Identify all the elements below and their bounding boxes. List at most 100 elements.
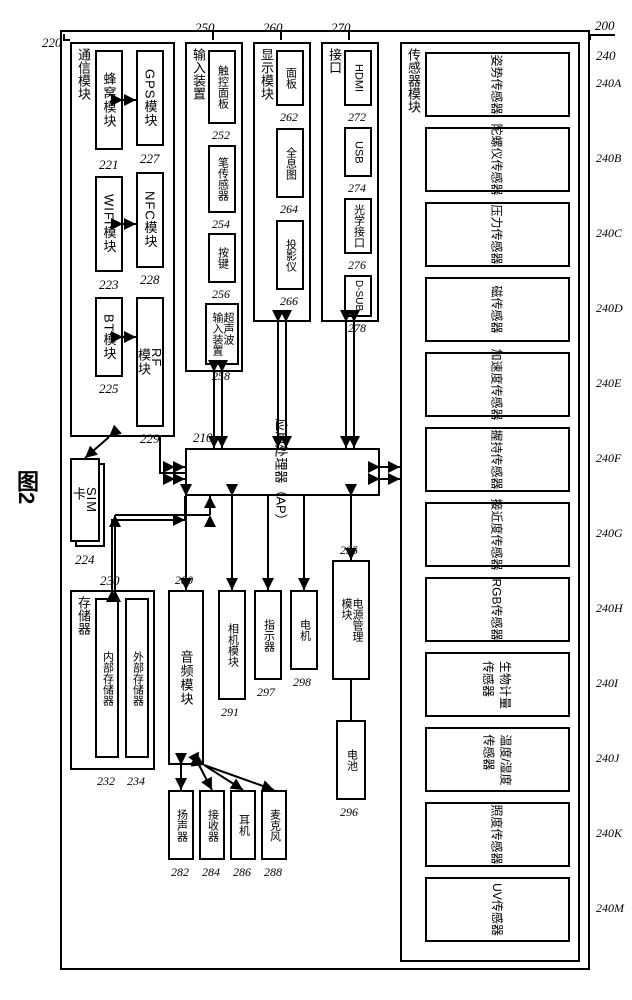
hdmi-ref: 272 [348,110,366,125]
dsub: D-SUB [344,275,372,317]
touch-panel: 触控面板 [208,50,236,124]
touch-ref: 252 [212,128,230,143]
sensor-item: 接近度传感器 [425,502,570,567]
sensor-ref: 240E [596,376,621,391]
wifi-ref: 223 [99,277,119,293]
proj-ref: 266 [280,294,298,309]
mic: 麦克风 [261,790,287,860]
sensor-item: 压力传感器 [425,202,570,267]
mic-ref: 288 [264,865,282,880]
display-ref-top: 260 [263,20,283,36]
sim-card: SIM 卡 [70,458,100,542]
sensor-item: RGB传感器 [425,577,570,642]
input-title: 输入装置 [189,48,208,100]
comm-ref: 220 [42,35,62,51]
optical: 光学接口 [344,198,372,254]
gps-module: GPS模块 [136,50,164,146]
sim-ref: 224 [75,552,95,568]
speaker: 扬声器 [168,790,194,860]
cellular-ref: 221 [99,157,119,173]
display-title: 显示模块 [257,48,276,100]
optical-ref: 276 [348,258,366,273]
sensor-ref: 240D [596,301,623,316]
rf-module: RF 模块 [136,297,164,427]
projector: 投影仪 [276,220,304,290]
pen-sensor: 笔传感器 [208,145,236,213]
bt-module: BT模块 [95,297,123,377]
sensor-item: 陀螺仪传感器 [425,127,570,192]
sensor-ref: 240H [596,601,623,616]
key-btn: 按键 [208,233,236,283]
memory-ref: 230 [100,573,120,589]
camera-module: 相机模块 [218,590,246,700]
wifi-module: WIFI模块 [95,176,123,272]
sensor-item: 生物计量 传感器 [425,652,570,717]
sensor-item: 姿势传感器 [425,52,570,117]
ind-ref: 297 [257,685,275,700]
sensor-item: 磁传感器 [425,277,570,342]
iface-ref-top: 270 [331,20,351,36]
sensor-ref: 240 [596,48,616,64]
pen-ref: 254 [212,217,230,232]
bt-ref: 225 [99,381,119,397]
panel-ref: 262 [280,110,298,125]
sensor-item: 温度/湿度 传感器 [425,727,570,792]
sensor-ref: 240J [596,751,619,766]
audio-ref: 280 [175,573,193,588]
input-ref-top: 250 [195,20,215,36]
usb: USB [344,127,372,177]
sensor-ref: 240A [596,76,621,91]
figure-number: 图2 [10,470,42,504]
ap-ref: 210 [193,430,213,446]
chassis-ref: 200 [595,18,615,34]
holo-ref: 264 [280,202,298,217]
usb-ref: 274 [348,181,366,196]
intmem-ref: 232 [97,774,115,789]
gps-ref: 227 [140,151,160,167]
ultrasonic-input: 超声波 输入装置 [205,303,239,365]
key-ref: 256 [212,287,230,302]
audio-module: 音频模块 [168,590,204,765]
sensor-ref: 240K [596,826,622,841]
pmic: 电源管理 模块 [332,560,370,680]
sensor-item: UV传感器 [425,877,570,942]
rf-ref: 229 [140,431,160,447]
sensor-ref: 240C [596,226,622,241]
hologram: 全息图 [276,128,304,198]
nfc-module: NFC模块 [136,172,164,268]
ear-ref: 286 [233,865,251,880]
sensor-ref: 240G [596,526,623,541]
ultra-ref: 258 [212,369,230,384]
ap-label-wrap [185,448,380,496]
dsub-ref: 278 [348,321,366,336]
bat-ref: 296 [340,805,358,820]
pmic-ref: 295 [340,543,358,558]
earphone: 耳机 [230,790,256,860]
external-mem: 外部存储器 [125,598,149,758]
comm-title: 通信模块 [74,48,93,100]
motor-ref: 298 [293,675,311,690]
internal-mem: 内部存储器 [95,598,119,758]
cam-ref: 291 [221,705,239,720]
extmem-ref: 234 [127,774,145,789]
motor: 电机 [290,590,318,670]
spk-ref: 282 [171,865,189,880]
sensor-item: 握持传感器 [425,427,570,492]
sensor-item: 加速度传感器 [425,352,570,417]
panel: 面板 [276,50,304,106]
nfc-ref: 228 [140,272,160,288]
cellular-module: 蜂窝模块 [95,50,123,150]
battery: 电池 [336,720,366,800]
sensor-item: 照度传感器 [425,802,570,867]
indicator: 指示器 [254,590,282,680]
sensor-ref: 240I [596,676,618,691]
sensor-ref: 240F [596,451,621,466]
memory-title: 存储器 [74,596,93,635]
sensor-ref: 240M [596,901,624,916]
iface-title: 接口 [325,48,344,74]
sensor-title: 传感器模块 [404,48,423,113]
sensor-ref: 240B [596,151,621,166]
receiver: 接收器 [199,790,225,860]
rcv-ref: 284 [202,865,220,880]
hdmi: HDMI [344,50,372,106]
